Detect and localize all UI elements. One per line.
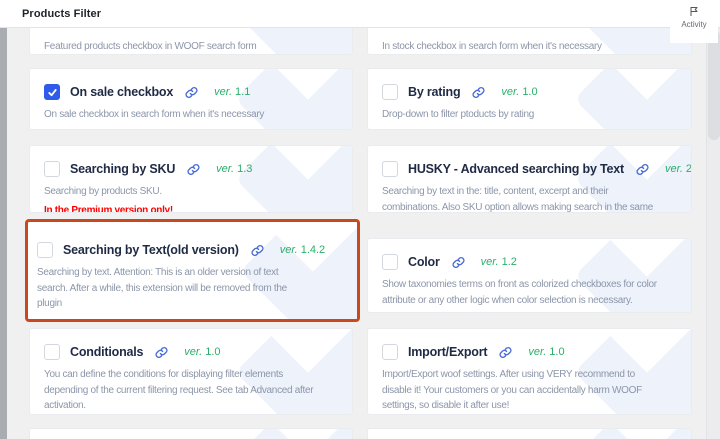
- link-icon[interactable]: [155, 346, 168, 359]
- extension-title: Searching by Text(old version): [63, 243, 239, 257]
- extension-card-sku: Searching by SKU ver. 1.3 Searching by pr…: [29, 145, 353, 213]
- extension-card-partial: [367, 428, 692, 439]
- scrollbar[interactable]: [706, 28, 720, 439]
- version-badge: ver. 1.0: [501, 86, 538, 98]
- extension-description: In stock checkbox in search form when it…: [382, 41, 602, 52]
- link-icon[interactable]: [187, 163, 200, 176]
- extension-checkbox[interactable]: [382, 161, 398, 177]
- extension-card-by-rating: By rating ver. 1.0 Drop-down to filter pt…: [367, 68, 692, 130]
- extension-title: Searching by SKU: [70, 162, 176, 176]
- extension-card-import-export: Import/Export ver. 1.0 Import/Export woof…: [367, 328, 692, 415]
- page-header: Products Filter: [0, 0, 720, 28]
- link-icon[interactable]: [185, 86, 198, 99]
- link-icon[interactable]: [499, 346, 512, 359]
- flag-icon: [690, 7, 698, 16]
- extension-card-color: Color ver. 1.2 Show taxonomies terms on f…: [367, 238, 692, 313]
- extension-checkbox[interactable]: [37, 242, 53, 258]
- extension-checkbox[interactable]: [44, 161, 60, 177]
- extension-checkbox[interactable]: [382, 344, 398, 360]
- extension-card-conditionals: Conditionals ver. 1.0 You can define the …: [29, 328, 353, 415]
- extension-description: Import/Export woof settings. After using…: [382, 369, 642, 411]
- extension-title: Color: [408, 255, 440, 269]
- version-badge: ver. 1.2: [480, 256, 517, 268]
- extension-description: Searching by text. Attention: This is an…: [37, 267, 287, 309]
- version-badge: ver. 1.1: [214, 86, 251, 98]
- extension-description: Searching by products SKU.: [44, 186, 162, 197]
- extension-description: Drop-down to filter ptoducts by rating: [382, 109, 535, 120]
- extension-description: On sale checkbox in search form when it'…: [44, 109, 265, 120]
- extension-description: Show taxonomies terms on front as colori…: [382, 279, 657, 306]
- page-title: Products Filter: [22, 7, 102, 20]
- extension-card-on-sale: On sale checkbox ver. 1.1 On sale checkbo…: [29, 68, 353, 130]
- version-badge: ver. 1.0: [184, 346, 221, 358]
- check-icon: [47, 88, 57, 96]
- extension-title: Conditionals: [70, 345, 144, 359]
- extension-title: HUSKY - Advanced searching by Text: [408, 162, 624, 176]
- extension-description: Featured products checkbox in WOOF searc…: [44, 41, 257, 52]
- extension-title: Import/Export: [408, 345, 488, 359]
- extension-card-partial: [29, 428, 353, 439]
- extension-card-husky: HUSKY - Advanced searching by Text ver. 2…: [367, 145, 692, 213]
- version-badge: ver.2.0.0: [664, 163, 692, 175]
- link-icon[interactable]: [472, 86, 485, 99]
- link-icon[interactable]: [636, 163, 649, 176]
- envelope-watermark: [541, 429, 691, 439]
- extension-checkbox[interactable]: [382, 254, 398, 270]
- premium-only-link[interactable]: In the Premium version only!: [44, 204, 173, 213]
- extension-card-text-old-highlighted: Searching by Text(old version) ver. 1.4.2…: [25, 219, 360, 322]
- link-icon[interactable]: [452, 256, 465, 269]
- activity-button[interactable]: Activity: [670, 3, 718, 43]
- version-badge: ver. 1.0: [528, 346, 565, 358]
- activity-label: Activity: [681, 20, 707, 29]
- extension-description: Searching by text in the: title, content…: [382, 186, 653, 213]
- extension-checkbox[interactable]: [44, 84, 60, 100]
- version-badge: ver. 1.3: [216, 163, 253, 175]
- extension-checkbox[interactable]: [382, 84, 398, 100]
- link-icon[interactable]: [251, 244, 264, 257]
- extension-title: On sale checkbox: [70, 85, 174, 99]
- extension-checkbox[interactable]: [44, 344, 60, 360]
- envelope-watermark: [202, 429, 352, 439]
- admin-sidebar-edge: [0, 28, 7, 439]
- version-badge: ver. 1.4.2: [279, 244, 326, 256]
- scrollbar-thumb[interactable]: [708, 30, 720, 140]
- extension-title: By rating: [408, 85, 461, 99]
- extension-description: You can define the conditions for displa…: [44, 369, 314, 411]
